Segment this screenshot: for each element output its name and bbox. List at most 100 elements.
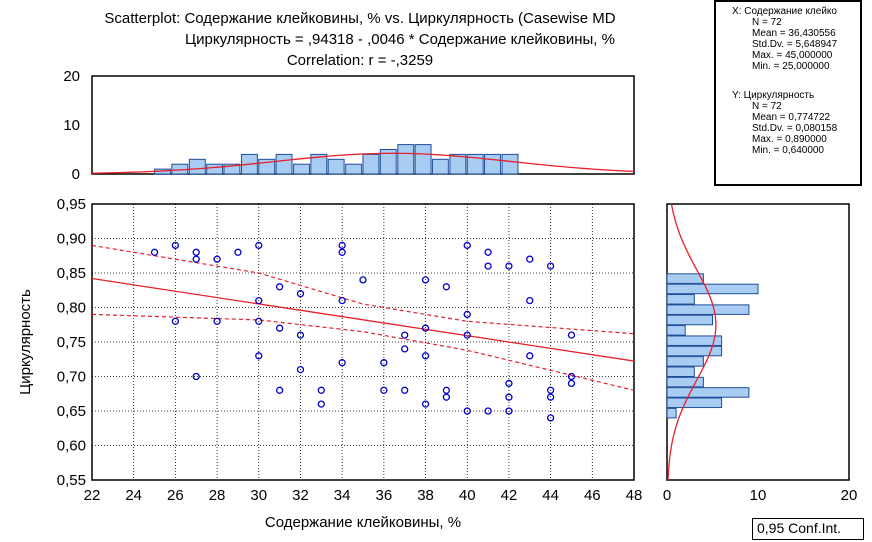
data-point [442, 386, 451, 394]
top-histogram-bar [310, 153, 328, 175]
data-point [526, 255, 534, 263]
scatter-grid [92, 204, 634, 480]
x-tick-label: 48 [626, 487, 643, 504]
y-tick-label: 0,85 [57, 265, 86, 282]
top-histogram-bar [327, 158, 345, 175]
data-point [567, 331, 576, 339]
right-histogram-bar [666, 397, 723, 409]
data-point [567, 372, 576, 381]
top-histogram-bar [362, 153, 380, 175]
x-tick-label: 40 [459, 487, 476, 504]
data-point [359, 276, 367, 284]
data-point [255, 317, 263, 325]
data-point [275, 283, 284, 291]
right-histogram-bar [666, 345, 723, 357]
top-histogram-bar [397, 144, 415, 175]
data-point [296, 290, 305, 298]
scatter-y-ticks: 0,55 0,60 0,65 0,70 0,75 0,80 0,85 0,90 0,95 [57, 196, 86, 489]
data-point [546, 393, 555, 401]
y-tick-label: 0,70 [57, 369, 86, 386]
data-point [484, 248, 492, 256]
y-tick-label: 0,60 [57, 438, 86, 455]
right-histogram-bar [666, 366, 695, 377]
right-histogram-x-ticks: 0 10 20 [663, 487, 858, 504]
data-point [463, 331, 471, 339]
x-stat-min: Min. = 25,000000 [752, 61, 830, 72]
data-point [546, 414, 555, 422]
data-point [296, 365, 305, 374]
data-point [380, 359, 388, 367]
data-point [192, 372, 200, 381]
right-histogram-bar [666, 387, 750, 398]
top-histogram: 0 10 20 [63, 68, 635, 183]
y-stat-stddev: Std.Dv. = 0,080158 [752, 123, 838, 134]
x-stat-n: N = 72 [752, 17, 782, 28]
x-tick-label: 36 [376, 487, 393, 504]
x-tick-label: 42 [501, 487, 518, 504]
x-tick-label: 44 [542, 487, 559, 504]
top-histogram-bar [431, 158, 449, 175]
y-stats-header: Y: Циркулярность [732, 90, 815, 101]
data-point [171, 317, 180, 325]
right-histogram: 0 10 20 [663, 203, 858, 504]
x-tick-label: 30 [250, 487, 267, 504]
main-scatter: 22 24 26 28 30 32 34 36 38 40 42 44 46 48 0,55 0,60 0,6… [17, 196, 642, 531]
data-point [505, 262, 513, 270]
data-point [442, 393, 451, 401]
data-point [505, 393, 513, 401]
data-point [401, 331, 409, 339]
x-tick-label: 32 [292, 487, 309, 504]
top-histogram-bar [466, 153, 484, 175]
y-stat-mean: Mean = 0,774722 [752, 112, 831, 123]
data-point [213, 317, 221, 325]
y-tick-label: 0,65 [57, 403, 86, 420]
y-stat-max: Max. = 0,890000 [752, 134, 827, 145]
right-histogram-bar [666, 304, 750, 315]
right-histogram-bar [666, 294, 695, 305]
top-histogram-bar [275, 153, 293, 175]
x-stats-header: X: Содержание клейко [732, 6, 837, 17]
x-tick-label: 46 [584, 487, 601, 504]
right-histogram-bar [666, 407, 677, 419]
data-point [338, 359, 346, 367]
conf-int-legend: 0,95 Conf.Int. [752, 518, 864, 540]
data-point [317, 386, 325, 394]
data-point [463, 310, 471, 319]
right-histogram-x-tick: 0 [663, 487, 671, 504]
data-point [484, 407, 492, 415]
right-histogram-x-tick: 10 [750, 487, 767, 504]
data-point [546, 386, 555, 394]
right-histogram-bar [666, 273, 704, 284]
chart-title-line3: Correlation: r = -,3259 [286, 52, 434, 69]
x-stat-mean: Mean = 36,430556 [752, 28, 836, 39]
y-tick-label: 0,90 [57, 231, 86, 248]
data-point [192, 248, 200, 256]
data-point [526, 296, 534, 305]
data-point [421, 276, 430, 284]
data-point [380, 386, 388, 394]
data-point [567, 379, 576, 388]
data-point [171, 241, 180, 250]
data-point [317, 400, 325, 408]
data-point [338, 296, 346, 305]
top-histogram-bar [206, 163, 224, 175]
data-point [255, 296, 263, 305]
top-histogram-bar [293, 163, 311, 175]
y-stat-min: Min. = 0,640000 [752, 145, 824, 156]
y-tick-label: 0,55 [57, 472, 86, 489]
x-axis-label: Содержание клейковины, % [265, 514, 461, 531]
right-histogram-x-tick: 20 [841, 487, 858, 504]
scatter-points [150, 241, 576, 422]
x-tick-label: 38 [417, 487, 434, 504]
data-point [505, 379, 513, 388]
data-point [421, 400, 430, 408]
data-point [401, 345, 409, 353]
top-histogram-normal-curve [91, 152, 635, 174]
data-point [401, 386, 409, 394]
top-histogram-bar [414, 144, 432, 175]
data-point [275, 386, 284, 394]
right-histogram-bar [666, 283, 759, 295]
data-point [192, 255, 200, 263]
data-point [526, 352, 534, 360]
